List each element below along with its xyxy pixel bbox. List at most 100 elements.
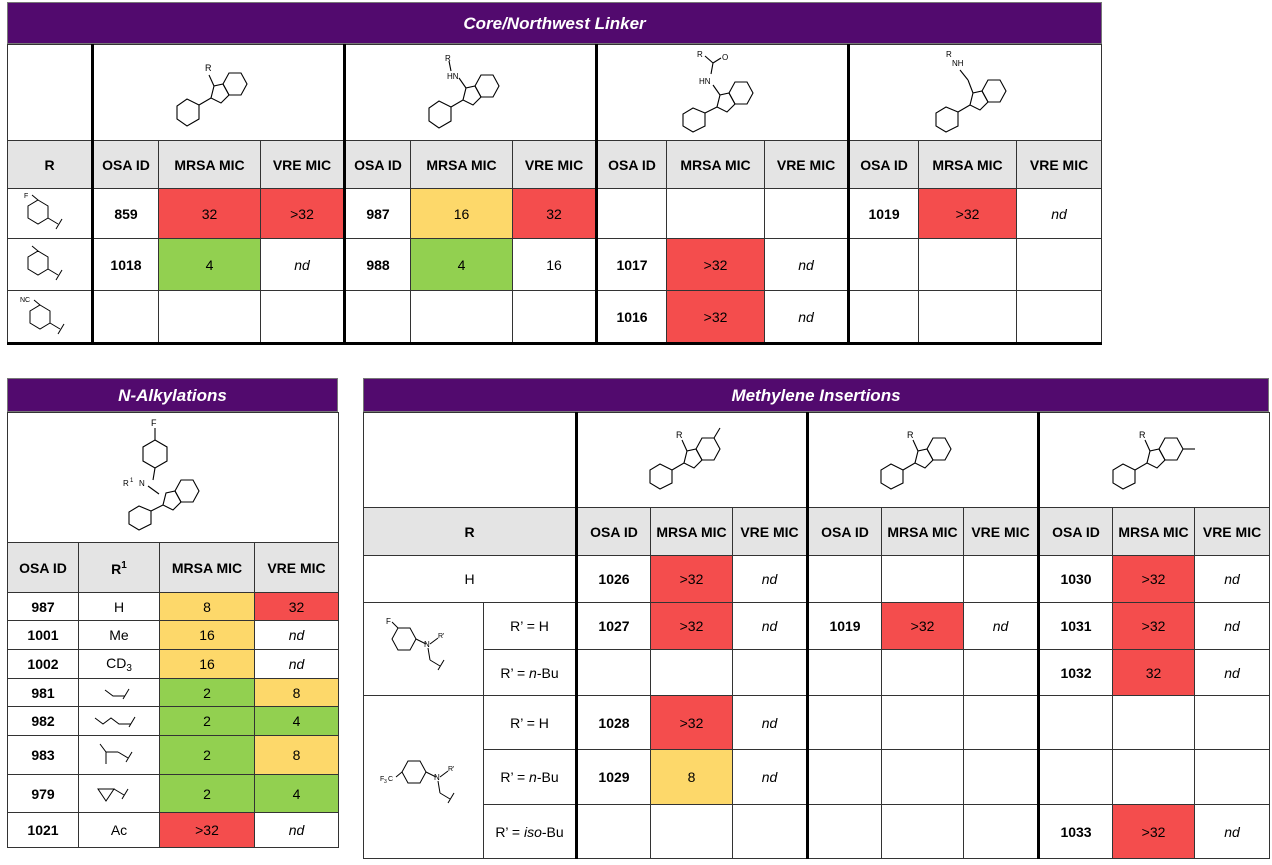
vre-mic [963, 649, 1040, 696]
mrsa-mic [410, 290, 514, 345]
core-title: Core/Northwest Linker [7, 2, 1102, 44]
f-label: F [151, 418, 157, 428]
fluoroaniline-icon: F N R' [386, 617, 444, 671]
meth-r-header: R [363, 507, 577, 556]
tolyl-icon [27, 245, 62, 280]
amide-imidazopyridine-structure-icon: HN O R [681, 50, 754, 133]
nalk-panel: N-Alkylations F R [7, 378, 339, 848]
col-mrsa-mic: MRSA MIC [918, 140, 1018, 189]
osa-id: 983 [7, 735, 79, 775]
osa-id [575, 649, 651, 696]
r1-sup: 1 [121, 560, 127, 571]
col-mrsa-mic: MRSA MIC [158, 140, 261, 189]
butyl-icon [94, 716, 136, 728]
vre-mic: 16 [512, 238, 599, 291]
r1-cyclopropylmethyl [78, 774, 160, 813]
mrsa-mic: 4 [158, 238, 261, 291]
mrsa-mic: >32 [666, 238, 766, 291]
vre-mic [963, 555, 1040, 603]
col-osa-id: OSA ID [7, 542, 79, 593]
mrsa-mic: >32 [159, 812, 255, 848]
r-structure-cyanophenyl: NC [7, 290, 94, 345]
table-row: F 859 32 >32 987 16 32 1019 >32 nd [7, 188, 1103, 239]
osa-id [848, 290, 920, 345]
osa-id [848, 238, 920, 291]
hn-label: HN [447, 72, 459, 81]
osa-id: 1030 [1037, 555, 1114, 603]
vre-mic [512, 290, 599, 345]
core-blank-cell [7, 44, 94, 141]
col-vre-mic: VRE MIC [1016, 140, 1103, 189]
col-osa-id: OSA ID [344, 140, 412, 189]
vre-mic [1194, 695, 1271, 750]
r1-butyl [78, 706, 160, 736]
r-structure-tolyl [7, 238, 94, 291]
trifluoromethylaniline-icon: F 3 C N R' [380, 760, 454, 804]
r1-value: Me [78, 620, 160, 650]
table-row: 1002 CD3 16 nd [7, 649, 339, 679]
osa-id: 988 [344, 238, 412, 291]
mrsa-mic: 16 [159, 620, 255, 650]
vre-mic: nd [731, 555, 809, 603]
amino-imidazopyridine-structure-icon: HN R [427, 54, 500, 129]
vre-mic [963, 749, 1040, 805]
f-label: F [24, 193, 28, 200]
mrsa-mic: 2 [159, 678, 255, 707]
r-prime-isobu: R’ = iso-Bu [483, 804, 577, 859]
osa-id: 981 [7, 678, 79, 707]
osa-id [92, 290, 159, 345]
core-r-header: R [7, 140, 94, 189]
osa-id [1037, 695, 1114, 750]
mrsa-mic: >32 [650, 602, 733, 650]
r-label: R [1139, 430, 1146, 440]
osa-id [806, 695, 883, 750]
table-row: 981 2 8 [7, 678, 339, 707]
osa-id: 1019 [848, 188, 920, 239]
f3c-label: F [380, 776, 384, 783]
osa-id: 1033 [1037, 804, 1114, 859]
table-row: 987 H 8 32 [7, 592, 339, 621]
col-mrsa-mic: MRSA MIC [410, 140, 514, 189]
osa-id [806, 804, 883, 859]
osa-id [596, 188, 668, 239]
table-row: 983 2 8 [7, 735, 339, 775]
vre-mic: 4 [254, 706, 339, 736]
vre-mic: nd [731, 602, 809, 650]
meth-structure-3: R [1037, 412, 1271, 508]
table-row: R’ = iso-Bu 1033 >32 nd [364, 804, 1271, 859]
vre-mic: nd [254, 620, 339, 650]
mrsa-mic: 2 [159, 735, 255, 775]
f-label: F [386, 617, 391, 626]
meth-structure-2: R [806, 412, 1040, 508]
vre-mic: 4 [254, 774, 339, 813]
r1-isobutyl [78, 735, 160, 775]
vre-mic [731, 804, 809, 859]
table-row: 982 2 4 [7, 706, 339, 736]
r-prime-suffix: -Bu [536, 769, 559, 785]
osa-id: 1017 [596, 238, 668, 291]
osa-id: 1031 [1037, 602, 1114, 650]
col-vre-mic: VRE MIC [764, 140, 851, 189]
vre-mic: nd [764, 238, 851, 291]
r-prime-prefix: R’ = [500, 769, 530, 785]
vre-mic [963, 695, 1040, 750]
nalk-structure: F R 1 N [7, 412, 339, 543]
aminomethyl-imidazopyridine-structure-icon: NH R [934, 50, 1007, 133]
osa-id: 979 [7, 774, 79, 813]
n-label: N [424, 640, 430, 649]
table-row: R’ = n-Bu 1029 8 nd [364, 749, 1271, 805]
col-r1: R1 [78, 542, 160, 593]
meth-table: R R [363, 412, 1271, 859]
r-structure-fluorophenyl: F [7, 188, 94, 239]
cyclopropyl-icon [97, 788, 129, 802]
vre-mic: nd [1194, 649, 1271, 696]
mrsa-mic: >32 [650, 695, 733, 750]
nalk-title: N-Alkylations [7, 378, 338, 412]
table-row: F N R' R’ = H 1027 >32 nd 1019 >32 nd 10… [363, 602, 1271, 696]
mrsa-mic [881, 804, 965, 859]
r1-value: Ac [78, 812, 160, 848]
r-prime-italic: n [529, 664, 537, 681]
r-structure-fluoroaniline: F N R' [363, 602, 484, 696]
col-osa-id: OSA ID [848, 140, 920, 189]
mrsa-mic [1112, 749, 1196, 805]
